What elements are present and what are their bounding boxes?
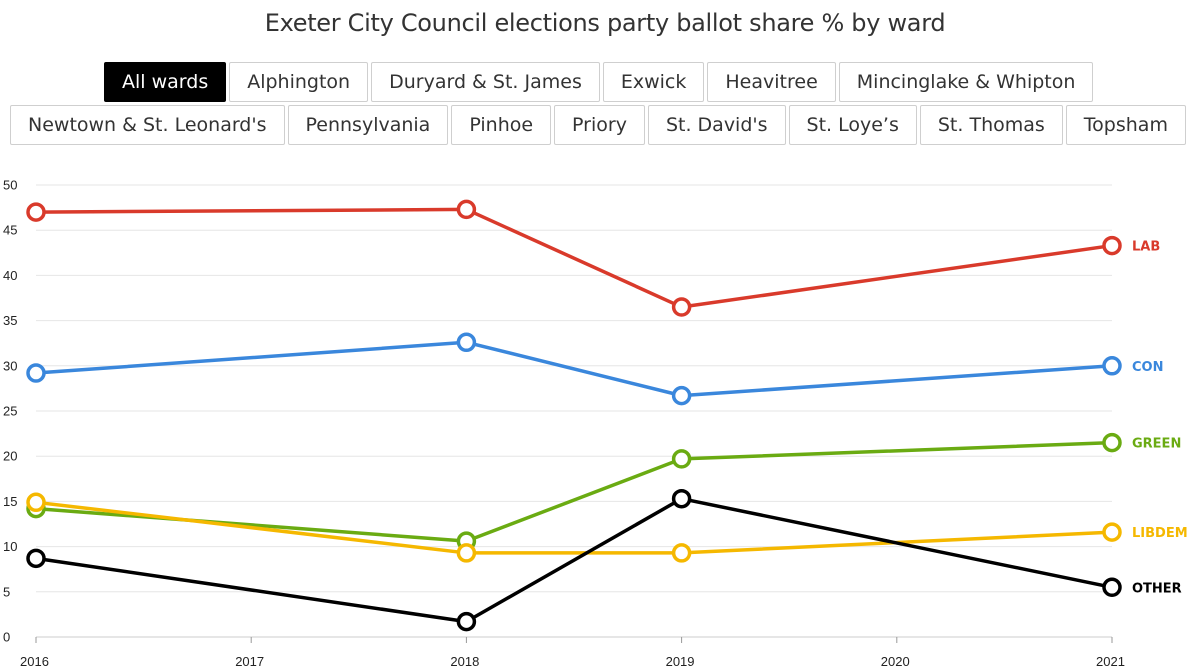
series-line-other [35,496,1113,624]
series-line-green [35,440,1113,543]
y-tick-label: 10 [3,539,17,554]
y-tick-label: 15 [3,494,17,509]
data-point-lab [456,199,477,220]
x-tick-label: 2016 [20,654,49,669]
x-tick-label: 2021 [1096,654,1125,669]
series-label-lab: LAB [1132,240,1160,255]
data-point-green [1102,432,1122,453]
tab-all-wards[interactable]: All wards [104,62,227,102]
y-tick-label: 40 [3,268,17,283]
data-point-green [671,449,692,469]
data-point-libdem [671,543,692,563]
data-point-other [1102,577,1122,598]
tab-priory[interactable]: Priory [554,105,645,145]
data-point-other [671,488,692,509]
tab-exwick[interactable]: Exwick [602,62,705,102]
series-label-green: GREEN [1132,437,1181,452]
series-label-other: OTHER [1132,581,1182,596]
tab-duryard-st-james[interactable]: Duryard & St. James [371,62,600,102]
tab-pennsylvania[interactable]: Pennsylvania [287,105,449,145]
tab-pinhoe[interactable]: Pinhoe [451,105,552,145]
tab-st-thomas[interactable]: St. Thomas [919,105,1063,145]
series-line-libdem [35,500,1113,555]
y-tick-label: 30 [3,358,17,373]
tab-st-loye-s[interactable]: St. Loye’s [788,105,917,145]
tab-heavitree[interactable]: Heavitree [707,62,836,102]
data-point-other [26,548,46,569]
series-line-lab [35,207,1113,309]
y-tick-label: 35 [3,313,17,328]
y-tick-label: 25 [3,404,17,419]
data-point-libdem [1102,522,1122,542]
series-line-con [35,340,1113,398]
series-label-con: CON [1132,360,1163,375]
y-tick-label: 5 [3,584,10,599]
y-tick-label: 20 [3,449,17,464]
data-point-con [1102,356,1122,376]
series-label-libdem: LIBDEM [1132,526,1188,541]
data-point-libdem [456,543,477,563]
tab-topsham[interactable]: Topsham [1065,105,1186,145]
y-tick-label: 45 [3,223,17,238]
data-point-con [26,363,46,383]
ward-tab-row-2: Newtown & St. Leonard's Pennsylvania Pinho… [10,105,1186,145]
tab-alphington[interactable]: Alphington [229,62,369,102]
data-point-lab [671,297,692,317]
data-point-libdem [26,492,46,513]
x-tick-label: 2017 [235,654,264,669]
tab-newtown-st-leonard-s[interactable]: Newtown & St. Leonard's [10,105,285,145]
data-point-con [456,332,477,353]
x-tick-label: 2020 [881,654,910,669]
data-point-other [456,611,477,632]
y-tick-label: 50 [3,178,17,193]
x-tick-label: 2018 [450,654,479,669]
data-point-con [671,385,692,406]
data-point-lab [26,202,46,222]
tab-mincinglake-whipton[interactable]: Mincinglake & Whipton [838,62,1094,102]
y-tick-label: 0 [3,630,10,645]
data-point-lab [1102,235,1122,256]
x-tick-label: 2019 [666,654,695,669]
tab-st-david-s[interactable]: St. David's [647,105,786,145]
ward-tab-row-1: All wards Alphington Duryard & St. James Ex… [104,62,1094,102]
chart-title: Exeter City Council elections party ball… [264,9,946,37]
